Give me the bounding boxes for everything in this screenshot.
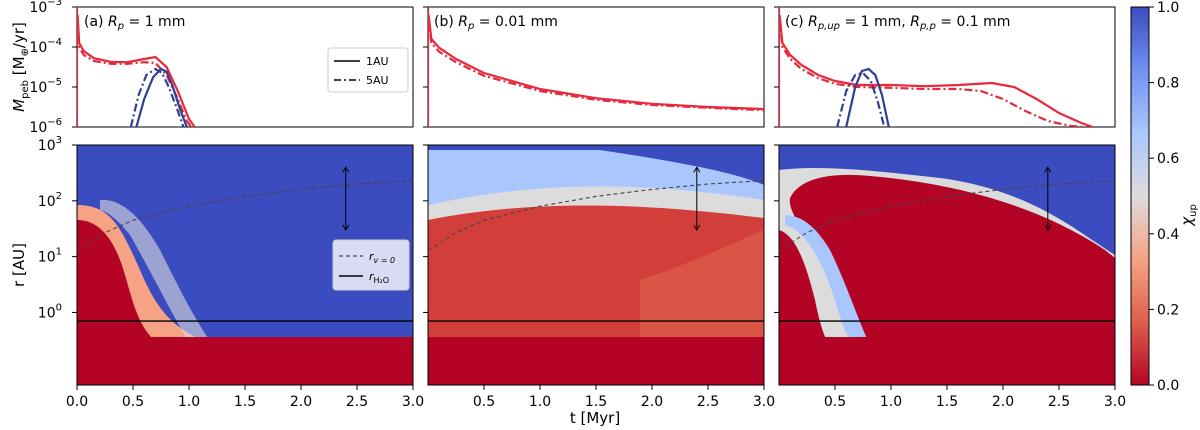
top-y-tick-label: 10−4 bbox=[29, 37, 62, 56]
heatmap-c-core bbox=[779, 230, 830, 345]
arrow-head-down-a bbox=[342, 224, 350, 231]
x-tick-label-c: 1.5 bbox=[936, 394, 958, 410]
panel-b-title: (b) Rp = 0.01 mm bbox=[434, 14, 558, 32]
x-tick-label-a: 3.0 bbox=[402, 394, 424, 410]
heatmap-overlay-layer bbox=[76, 166, 1116, 322]
x-tick-label-b: 1.0 bbox=[529, 394, 551, 410]
arrow-head-down-c bbox=[1044, 224, 1052, 231]
heatmap-b-light-corner bbox=[640, 230, 764, 345]
legend-5au-label: 5AU bbox=[366, 74, 389, 87]
colorbar-tick-label: 1.0 bbox=[1157, 0, 1179, 16]
x-tick-label-c: 0.5 bbox=[824, 394, 846, 410]
mdot-a-blue_1AU bbox=[135, 67, 188, 127]
legend-1au-label: 1AU bbox=[366, 55, 389, 68]
x-tick-label-a: 0.0 bbox=[66, 394, 88, 410]
heatmap-a-core bbox=[77, 220, 160, 345]
legend-top: 1AU 5AU bbox=[327, 47, 409, 93]
bottom-y-tick-label: 101 bbox=[38, 247, 62, 266]
top-y-tick-label: 10−5 bbox=[29, 77, 62, 96]
mdot-a-red_5AU bbox=[77, 18, 193, 127]
mdot-panel-b bbox=[428, 7, 764, 127]
panel-c-title: (c) Rp,up = 1 mm, Rp,p = 0.1 mm bbox=[785, 14, 1010, 32]
mdot-c-red_5AU bbox=[779, 18, 1084, 127]
rv0-curve-c bbox=[778, 180, 1116, 251]
x-tick-label-c: 3.0 bbox=[1104, 394, 1126, 410]
colorbar-tick-label: 0.0 bbox=[1157, 378, 1179, 394]
x-tick-label-c: 2.5 bbox=[1048, 394, 1070, 410]
legend-bottom: rv = 0 rH₂O bbox=[332, 239, 410, 291]
legend-top-box bbox=[327, 47, 409, 93]
heatmap-c-pale-tongue bbox=[785, 215, 870, 345]
x-tick-label-b: 2.0 bbox=[641, 394, 663, 410]
mdot-panel-c bbox=[779, 7, 1093, 127]
mdot-a-red_1AU bbox=[77, 14, 196, 127]
x-tick-label-b: 1.5 bbox=[585, 394, 607, 410]
heatmap-c bbox=[779, 145, 1115, 385]
bottom-y-tick-label: 103 bbox=[38, 135, 62, 154]
colorbar-ticks: 0.0 0.2 0.4 0.6 0.8 1.0 bbox=[1149, 0, 1179, 394]
x-tick-label-a: 2.0 bbox=[290, 394, 312, 410]
arrow-head-up-a bbox=[342, 166, 350, 173]
heatmap-b-inner bbox=[428, 337, 764, 385]
bottom-y-tick-label: 100 bbox=[38, 302, 62, 321]
x-tick-label-c: 1.0 bbox=[880, 394, 902, 410]
x-tick-label-a: 2.5 bbox=[346, 394, 368, 410]
legend-rv0-label: rv = 0 bbox=[369, 250, 395, 265]
mdot-b-red_5AU bbox=[428, 18, 764, 112]
heatmap-a-inner bbox=[77, 337, 413, 385]
colorbar-tick-label: 0.8 bbox=[1157, 76, 1179, 92]
arrow-head-up-c bbox=[1044, 166, 1052, 173]
colorbar: 0.0 0.2 0.4 0.6 0.8 1.0 χup bbox=[1130, 0, 1199, 394]
x-axis-label: t [Myr] bbox=[570, 409, 620, 427]
heatmap-c-inner bbox=[779, 337, 1115, 385]
legend-bottom-box bbox=[332, 239, 410, 291]
colorbar-tick-label: 0.6 bbox=[1157, 151, 1179, 167]
mdot-a-blue_5AU bbox=[129, 67, 185, 127]
top-y-tick-label: 10−3 bbox=[29, 0, 62, 16]
mdot-c-blue_5AU bbox=[836, 71, 886, 127]
x-tick-label-b: 2.5 bbox=[697, 394, 719, 410]
mdot-c-blue_1AU bbox=[845, 67, 890, 127]
bottom-y-tick-label: 102 bbox=[38, 191, 62, 210]
panel-a-title: (a) Rp = 1 mm bbox=[84, 14, 185, 32]
x-tick-label-b: 3.0 bbox=[753, 394, 775, 410]
heatmap-c-red-region bbox=[789, 174, 1115, 345]
mdot-b-red_1AU bbox=[428, 14, 764, 111]
mdot-series-layer bbox=[77, 7, 1093, 127]
x-tick-label-a: 0.5 bbox=[122, 394, 144, 410]
top-y-axis-label: Mpeb [M⊕/yr] bbox=[10, 22, 31, 112]
top-y-tick-label: 10−6 bbox=[29, 117, 62, 136]
arrow-head-down-b bbox=[693, 224, 701, 231]
bottom-y-axis-label: r [AU] bbox=[10, 243, 28, 287]
heatmap-b bbox=[428, 145, 764, 385]
rv0-curve-b bbox=[427, 180, 765, 251]
panel-titles: (a) Rp = 1 mm (b) Rp = 0.01 mm (c) Rp,up… bbox=[84, 14, 1010, 32]
colorbar-label: χup bbox=[1178, 204, 1199, 227]
colorbar-tick-label: 0.4 bbox=[1157, 227, 1179, 243]
legend-rh2o-label: rH₂O bbox=[369, 270, 389, 285]
colorbar-bar bbox=[1130, 6, 1150, 386]
rv0-curve-a bbox=[76, 180, 414, 251]
heatmap-a-halo bbox=[100, 199, 213, 345]
x-tick-label-b: 0.5 bbox=[473, 394, 495, 410]
mdot-panel-a bbox=[77, 7, 196, 127]
x-tick-label-a: 1.0 bbox=[178, 394, 200, 410]
x-tick-label-a: 1.5 bbox=[234, 394, 256, 410]
x-tick-label-c: 2.0 bbox=[992, 394, 1014, 410]
arrow-head-up-b bbox=[693, 166, 701, 173]
mdot-c-red_1AU bbox=[779, 14, 1093, 127]
colorbar-tick-label: 0.2 bbox=[1157, 302, 1179, 318]
